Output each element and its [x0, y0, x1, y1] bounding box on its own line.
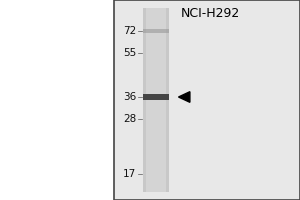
Text: 72: 72 — [123, 26, 136, 36]
Bar — [146, 8, 166, 192]
Polygon shape — [178, 92, 190, 102]
Text: 36: 36 — [123, 92, 136, 102]
Bar — [114, 0, 300, 200]
Text: 17: 17 — [123, 169, 136, 179]
Text: NCI-H292: NCI-H292 — [180, 7, 240, 20]
Text: 55: 55 — [123, 48, 136, 58]
Bar — [143, 29, 169, 33]
Bar — [143, 8, 169, 192]
Bar — [143, 94, 169, 100]
Text: 28: 28 — [123, 114, 136, 124]
